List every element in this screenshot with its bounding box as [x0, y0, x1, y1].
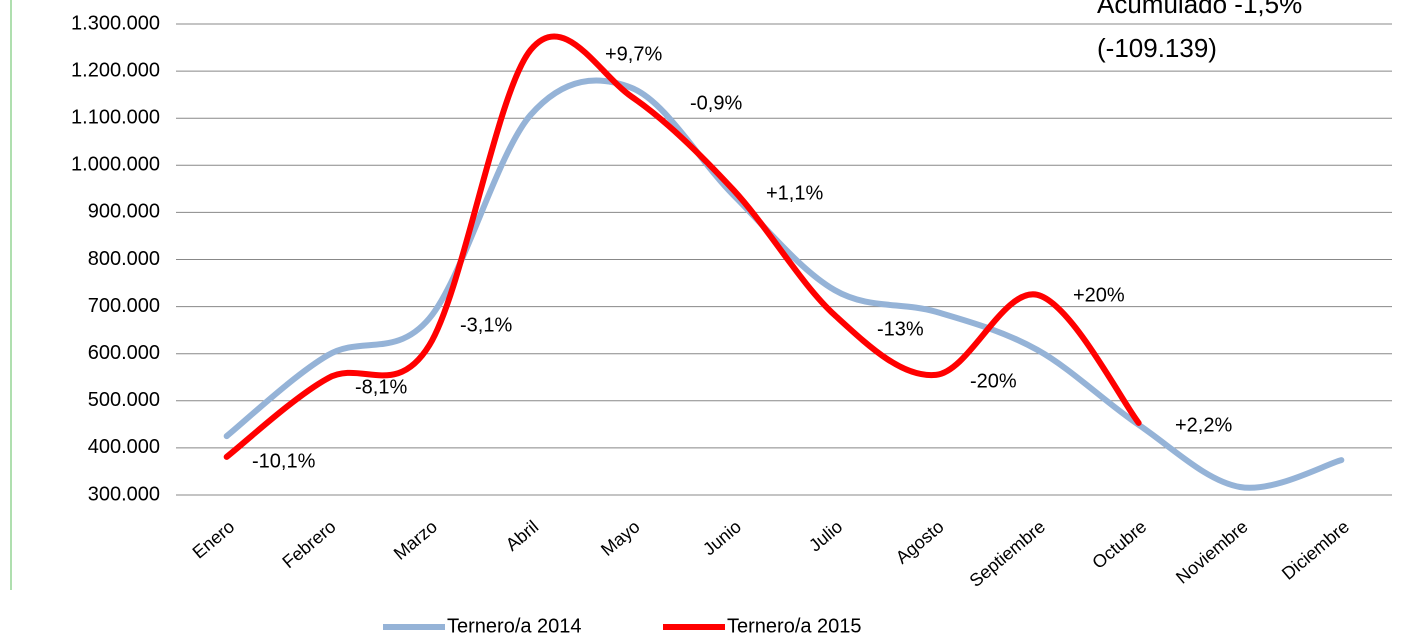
y-tick-label: 700.000 [88, 295, 160, 317]
y-tick-label: 900.000 [88, 201, 160, 223]
annotation: (-109.139) [1097, 33, 1217, 63]
x-tick-label: Septiembre [966, 516, 1049, 590]
x-tick-label: Diciembre [1278, 516, 1353, 583]
annotation: -0,9% [690, 92, 742, 114]
x-tick-label: Octubre [1088, 516, 1150, 572]
legend-label: Ternero/a 2014 [447, 615, 582, 637]
x-tick-label: Agosto [892, 516, 948, 567]
y-tick-label: 1.200.000 [71, 59, 160, 81]
x-tick-label: Junio [699, 516, 745, 559]
y-tick-label: 1.100.000 [71, 106, 160, 128]
y-tick-label: 800.000 [88, 248, 160, 270]
legend-label: Ternero/a 2015 [727, 615, 862, 637]
y-tick-label: 400.000 [88, 436, 160, 458]
x-tick-label: Enero [189, 516, 239, 562]
y-tick-label: 1.000.000 [71, 154, 160, 176]
x-tick-label: Febrero [278, 516, 339, 572]
annotation: -10,1% [252, 450, 316, 472]
y-tick-label: 1.300.000 [71, 12, 160, 34]
x-tick-label: Mayo [597, 516, 644, 560]
x-tick-label: Julio [805, 516, 846, 555]
x-tick-label: Abril [502, 516, 542, 554]
annotation: -20% [970, 370, 1017, 392]
annotation: -3,1% [460, 314, 512, 336]
annotation: -8,1% [355, 376, 407, 398]
series-line [223, 33, 1142, 460]
annotation: +2,2% [1175, 414, 1232, 436]
y-tick-label: 500.000 [88, 389, 160, 411]
y-tick-label: 300.000 [88, 483, 160, 505]
annotation: +1,1% [766, 182, 823, 204]
x-tick-label: Marzo [390, 516, 441, 563]
annotation: +20% [1073, 284, 1125, 306]
annotation: +9,7% [605, 43, 662, 65]
y-tick-label: 600.000 [88, 342, 160, 364]
x-tick-label: Noviembre [1172, 516, 1252, 587]
annotation: Acumulado -1,5% [1097, 0, 1302, 19]
annotation: -13% [877, 318, 924, 340]
